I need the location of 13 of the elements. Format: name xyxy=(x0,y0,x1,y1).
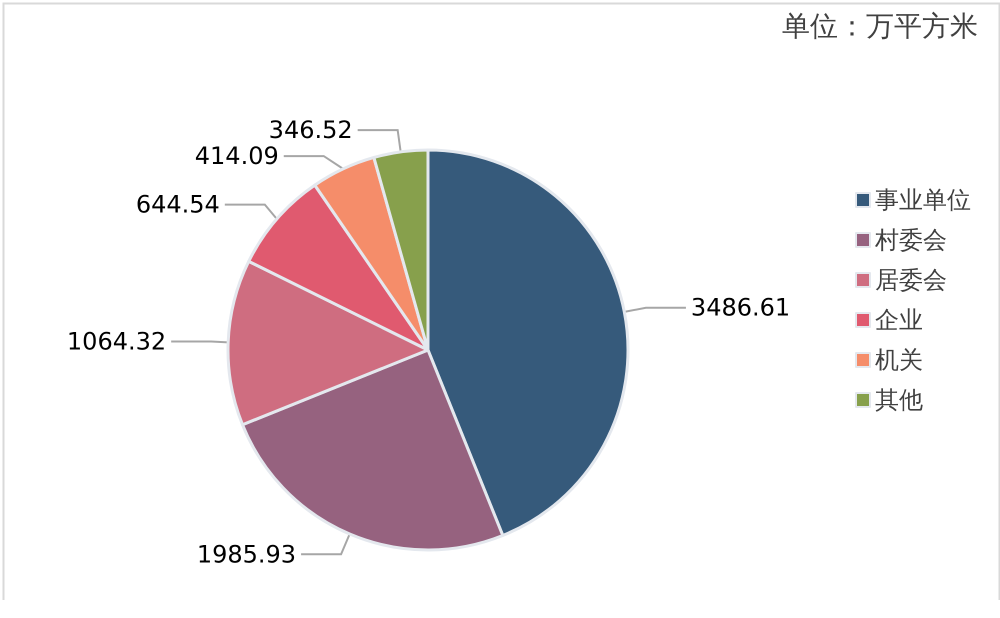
text: 单位：万平方米 xyxy=(782,10,978,42)
legend-label: 事业单位 xyxy=(875,186,971,214)
data-label: 3486.61 xyxy=(690,294,790,322)
data-label: 1985.93 xyxy=(196,540,296,568)
data-label: 644.54 xyxy=(136,190,220,219)
legend-label: 其他 xyxy=(875,386,923,414)
legend-label: 机关 xyxy=(875,346,923,374)
legend-label: 居委会 xyxy=(875,266,947,294)
legend-label: 企业 xyxy=(875,306,923,334)
data-label: 1064.32 xyxy=(66,328,166,356)
data-label: 346.52 xyxy=(268,116,353,144)
data-label: 414.09 xyxy=(194,142,279,170)
legend-label: 村委会 xyxy=(874,226,947,254)
